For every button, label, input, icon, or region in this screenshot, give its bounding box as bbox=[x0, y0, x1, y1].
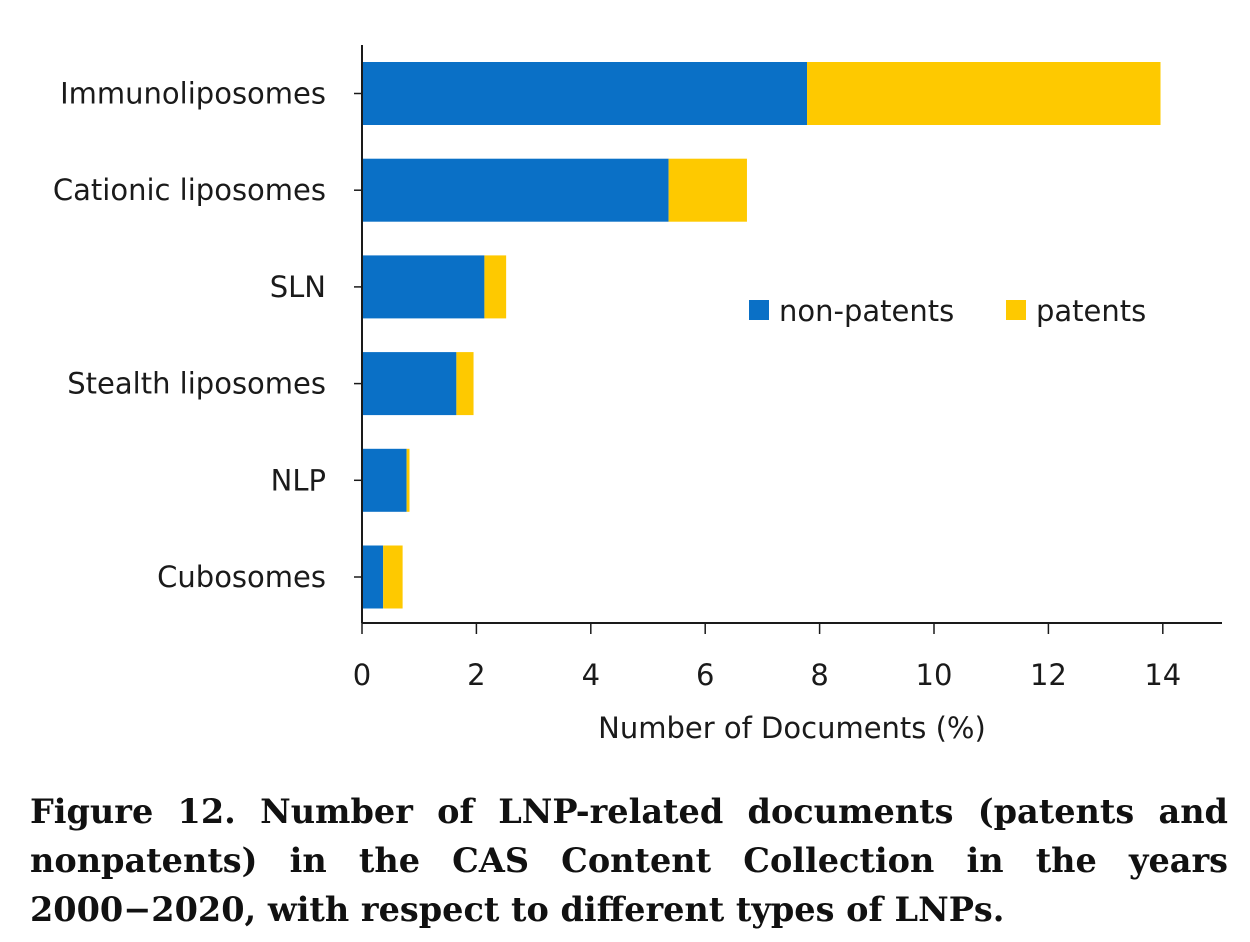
x-tick-label: 4 bbox=[582, 658, 600, 692]
tick-labels-layer: Immunoliposomes Cationic liposomes SLN Stea… bbox=[53, 77, 1181, 693]
bar-patents-2 bbox=[484, 255, 507, 319]
bar-non-patents-5 bbox=[362, 545, 384, 609]
y-tick-label: Cationic liposomes bbox=[53, 173, 326, 207]
x-tick-label: 10 bbox=[916, 658, 953, 692]
x-tick-label: 12 bbox=[1030, 658, 1067, 692]
stacked-bar-chart: Immunoliposomes Cationic liposomes SLN Stea… bbox=[53, 45, 1222, 745]
bar-non-patents-4 bbox=[362, 448, 407, 512]
bar-non-patents-3 bbox=[362, 352, 457, 416]
figure-caption: Figure 12. Number of LNP-related documen… bbox=[30, 792, 1228, 929]
x-tick-label: 14 bbox=[1144, 658, 1181, 692]
legend-swatch-patents bbox=[1006, 300, 1026, 320]
bar-patents-3 bbox=[456, 352, 474, 416]
x-tick-label: 6 bbox=[696, 658, 714, 692]
x-tick-label: 2 bbox=[467, 658, 485, 692]
legend: non-patents patents bbox=[749, 294, 1146, 328]
bar-patents-1 bbox=[668, 158, 747, 222]
bar-patents-0 bbox=[807, 62, 1161, 125]
axes-layer bbox=[354, 45, 1222, 634]
bar-patents-5 bbox=[383, 545, 403, 609]
bar-non-patents-2 bbox=[362, 255, 485, 319]
bars-layer bbox=[362, 62, 1161, 609]
y-tick-label: Stealth liposomes bbox=[67, 367, 326, 401]
x-axis-label: Number of Documents (%) bbox=[598, 711, 986, 745]
y-tick-label: Immunoliposomes bbox=[60, 77, 326, 111]
y-tick-label: SLN bbox=[270, 270, 326, 304]
x-tick-label: 0 bbox=[353, 658, 371, 692]
legend-label-patents: patents bbox=[1036, 294, 1146, 328]
bar-non-patents-0 bbox=[362, 62, 808, 125]
y-tick-label: NLP bbox=[271, 463, 326, 497]
legend-swatch-non-patents bbox=[749, 300, 769, 320]
legend-label-non-patents: non-patents bbox=[779, 294, 954, 328]
x-tick-label: 8 bbox=[810, 658, 828, 692]
y-tick-label: Cubosomes bbox=[157, 560, 326, 594]
bar-patents-4 bbox=[406, 448, 410, 512]
bar-non-patents-1 bbox=[362, 158, 669, 222]
